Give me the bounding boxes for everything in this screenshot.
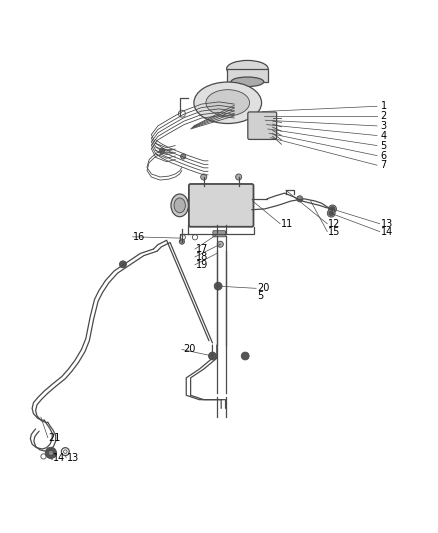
Circle shape	[48, 450, 53, 456]
Bar	[227, 69, 268, 82]
FancyBboxPatch shape	[189, 184, 254, 227]
Text: 5: 5	[257, 291, 263, 301]
Text: 16: 16	[134, 232, 146, 242]
Text: 4: 4	[381, 131, 387, 141]
Circle shape	[236, 174, 242, 180]
FancyBboxPatch shape	[213, 231, 226, 237]
Circle shape	[328, 205, 336, 213]
Circle shape	[45, 447, 57, 458]
Ellipse shape	[194, 82, 261, 124]
Ellipse shape	[226, 60, 268, 77]
Circle shape	[329, 211, 333, 215]
Text: 1: 1	[381, 101, 387, 111]
Text: 13: 13	[67, 453, 79, 463]
Circle shape	[120, 261, 127, 268]
Text: 20: 20	[183, 344, 196, 354]
Circle shape	[180, 154, 186, 159]
Text: 20: 20	[257, 284, 269, 293]
Text: 14: 14	[53, 453, 65, 463]
Text: 6: 6	[381, 151, 387, 160]
Circle shape	[179, 239, 184, 244]
Circle shape	[214, 282, 222, 290]
Circle shape	[241, 352, 249, 360]
Text: 13: 13	[381, 219, 393, 229]
Ellipse shape	[174, 198, 185, 213]
Ellipse shape	[206, 90, 250, 116]
Ellipse shape	[231, 77, 264, 87]
Text: 3: 3	[381, 121, 387, 131]
Text: 2: 2	[381, 111, 387, 121]
Ellipse shape	[171, 194, 188, 217]
Circle shape	[217, 241, 223, 247]
Text: 11: 11	[282, 219, 294, 229]
Text: 18: 18	[196, 252, 208, 262]
Circle shape	[159, 148, 165, 154]
Text: 5: 5	[381, 141, 387, 150]
Text: 17: 17	[196, 244, 208, 254]
FancyBboxPatch shape	[248, 112, 277, 140]
Circle shape	[201, 174, 207, 180]
Text: 19: 19	[196, 260, 208, 270]
Circle shape	[327, 209, 335, 217]
Circle shape	[330, 207, 335, 211]
Text: 15: 15	[328, 227, 340, 237]
Text: 7: 7	[381, 160, 387, 170]
Text: 21: 21	[49, 433, 61, 442]
Text: 14: 14	[381, 227, 393, 237]
Circle shape	[297, 196, 303, 202]
Text: 12: 12	[328, 219, 340, 229]
Circle shape	[208, 352, 216, 360]
